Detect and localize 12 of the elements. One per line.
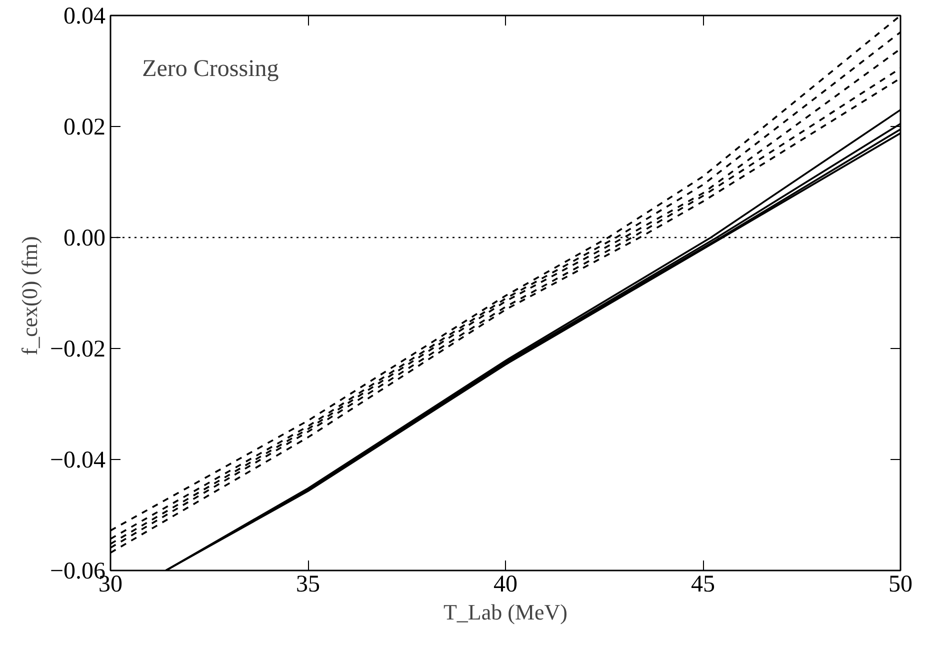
x-tick-label: 35 (296, 572, 320, 598)
y-axis-title: f_cex(0) (fm) (16, 236, 42, 356)
y-tick-label: −0.04 (50, 448, 106, 474)
x-axis-title: T_Lab (MeV) (443, 600, 568, 624)
x-tick-label: 50 (888, 572, 912, 598)
x-tick-label: 40 (494, 572, 518, 598)
y-tick-label: 0.02 (64, 114, 106, 140)
annotation: Zero Crossing (142, 56, 279, 82)
y-tick-label: 0.00 (64, 226, 106, 252)
y-tick-label: 0.04 (64, 4, 106, 30)
y-tick-label: −0.02 (50, 336, 106, 362)
x-tick-label: 45 (691, 572, 715, 598)
